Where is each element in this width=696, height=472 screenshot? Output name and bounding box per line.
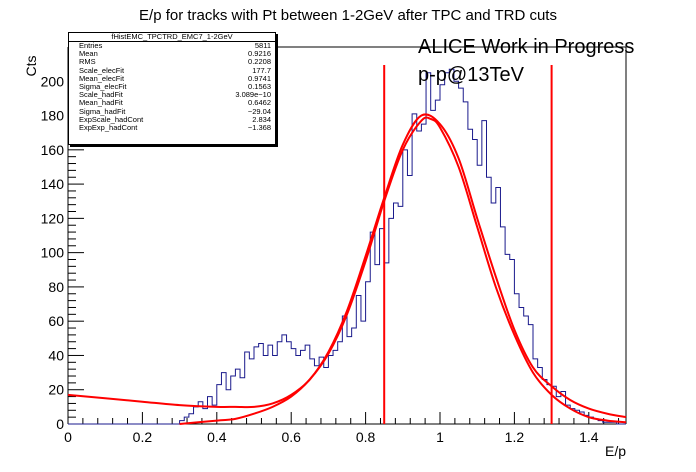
y-tick-label: 120 [41, 210, 65, 226]
stats-box-title: fHistEMC_TPCTRD_EMC7_1-2GeV [69, 33, 275, 42]
stats-label: Sigma_elecFit [79, 81, 127, 91]
stats-row: Mean_hadFit 0.6462 [69, 99, 275, 107]
chart-title: E/p for tracks with Pt between 1-2GeV af… [139, 7, 557, 24]
stats-value: 3.089e−10 [235, 90, 271, 100]
stats-label: Mean_elecFit [79, 73, 125, 83]
x-tick-label: 1.2 [505, 429, 525, 445]
x-axis-label: E/p [605, 443, 626, 459]
x-tick-label: 0.6 [281, 429, 301, 445]
stats-value: 2.834 [252, 114, 271, 124]
y-tick-label: 20 [48, 382, 64, 398]
histogram-line [68, 68, 626, 425]
stats-row: Scale_hadFit 3.089e−10 [69, 90, 275, 100]
stats-row: Mean_elecFit 0.9741 [69, 73, 275, 83]
axes: 0 0.2 0.4 0.6 0.8 1 1.2 1.4 0 20 40 60 80 100 120 140 16… [41, 46, 627, 445]
y-tick-label: 100 [41, 245, 65, 261]
stats-label: Entries [79, 41, 103, 50]
x-tick-label: 0 [64, 429, 72, 445]
y-axis-label: Cts [23, 56, 39, 77]
y-tick-label: 0 [56, 416, 64, 432]
y-tick-label: 40 [48, 347, 64, 363]
y-tick-label: 60 [48, 313, 64, 329]
cut-lines [383, 65, 553, 424]
stats-label: Mean_hadFit [79, 98, 123, 108]
annotations: ALICE Work in Progress p-p@13TeV [418, 36, 634, 86]
stats-value: 5811 [254, 41, 271, 50]
stats-value: 0.9216 [248, 49, 271, 59]
stats-row: Mean 0.9216 [69, 49, 275, 59]
stats-label: Mean [79, 49, 98, 59]
x-tick-label: 0.4 [207, 429, 227, 445]
stats-row: Entries 5811 [69, 41, 275, 50]
stats-label: Scale_hadFit [79, 90, 123, 100]
x-tick-label: 0.2 [133, 429, 153, 445]
x-tick-label: 0.8 [356, 429, 376, 445]
fit-curves [67, 113, 627, 425]
annotation-alice: ALICE Work in Progress [418, 36, 634, 58]
stats-row: Scale_elecFit 177.7 [69, 65, 275, 75]
x-tick-label: 1 [436, 429, 444, 445]
stats-value: 0.6462 [248, 98, 271, 108]
stats-row: RMS 0.2208 [69, 58, 275, 66]
stats-row: ExpExp_hadCont −1.368 [69, 122, 275, 132]
annotation-energy: p-p@13TeV [418, 64, 525, 86]
y-tick-label: 160 [41, 142, 65, 158]
x-tick-label: 1.4 [579, 429, 599, 445]
y-tick-label: 80 [48, 279, 64, 295]
stats-row: Sigma_hadFit −29.04 [69, 106, 275, 116]
stats-row: Sigma_elecFit 0.1563 [69, 81, 275, 91]
stats-value: 0.1563 [248, 81, 271, 91]
stats-label: Sigma_hadFit [79, 106, 126, 116]
stats-rows: Entries 5811 Mean 0.9216 RMS 0.2208 Scale_elec… [69, 41, 275, 132]
stats-label: ExpExp_hadCont [79, 122, 138, 132]
stats-label: RMS [79, 57, 96, 67]
stats-value: −1.368 [247, 122, 271, 132]
stats-label: ExpScale_hadCont [79, 114, 144, 124]
stats-label: Scale_elecFit [79, 65, 125, 75]
y-tick-label: 200 [41, 73, 65, 89]
stats-value: 0.2208 [248, 57, 271, 67]
stats-value: −29.04 [247, 106, 271, 116]
histogram [68, 68, 626, 425]
stats-value: 177.7 [252, 65, 271, 75]
stats-box: fHistEMC_TPCTRD_EMC7_1-2GeV Entries 5811 M… [68, 32, 276, 145]
stats-row: ExpScale_hadCont 2.834 [69, 114, 275, 124]
y-tick-label: 140 [41, 176, 65, 192]
y-tick-label: 180 [41, 108, 65, 124]
stats-value: 0.9741 [248, 73, 271, 83]
